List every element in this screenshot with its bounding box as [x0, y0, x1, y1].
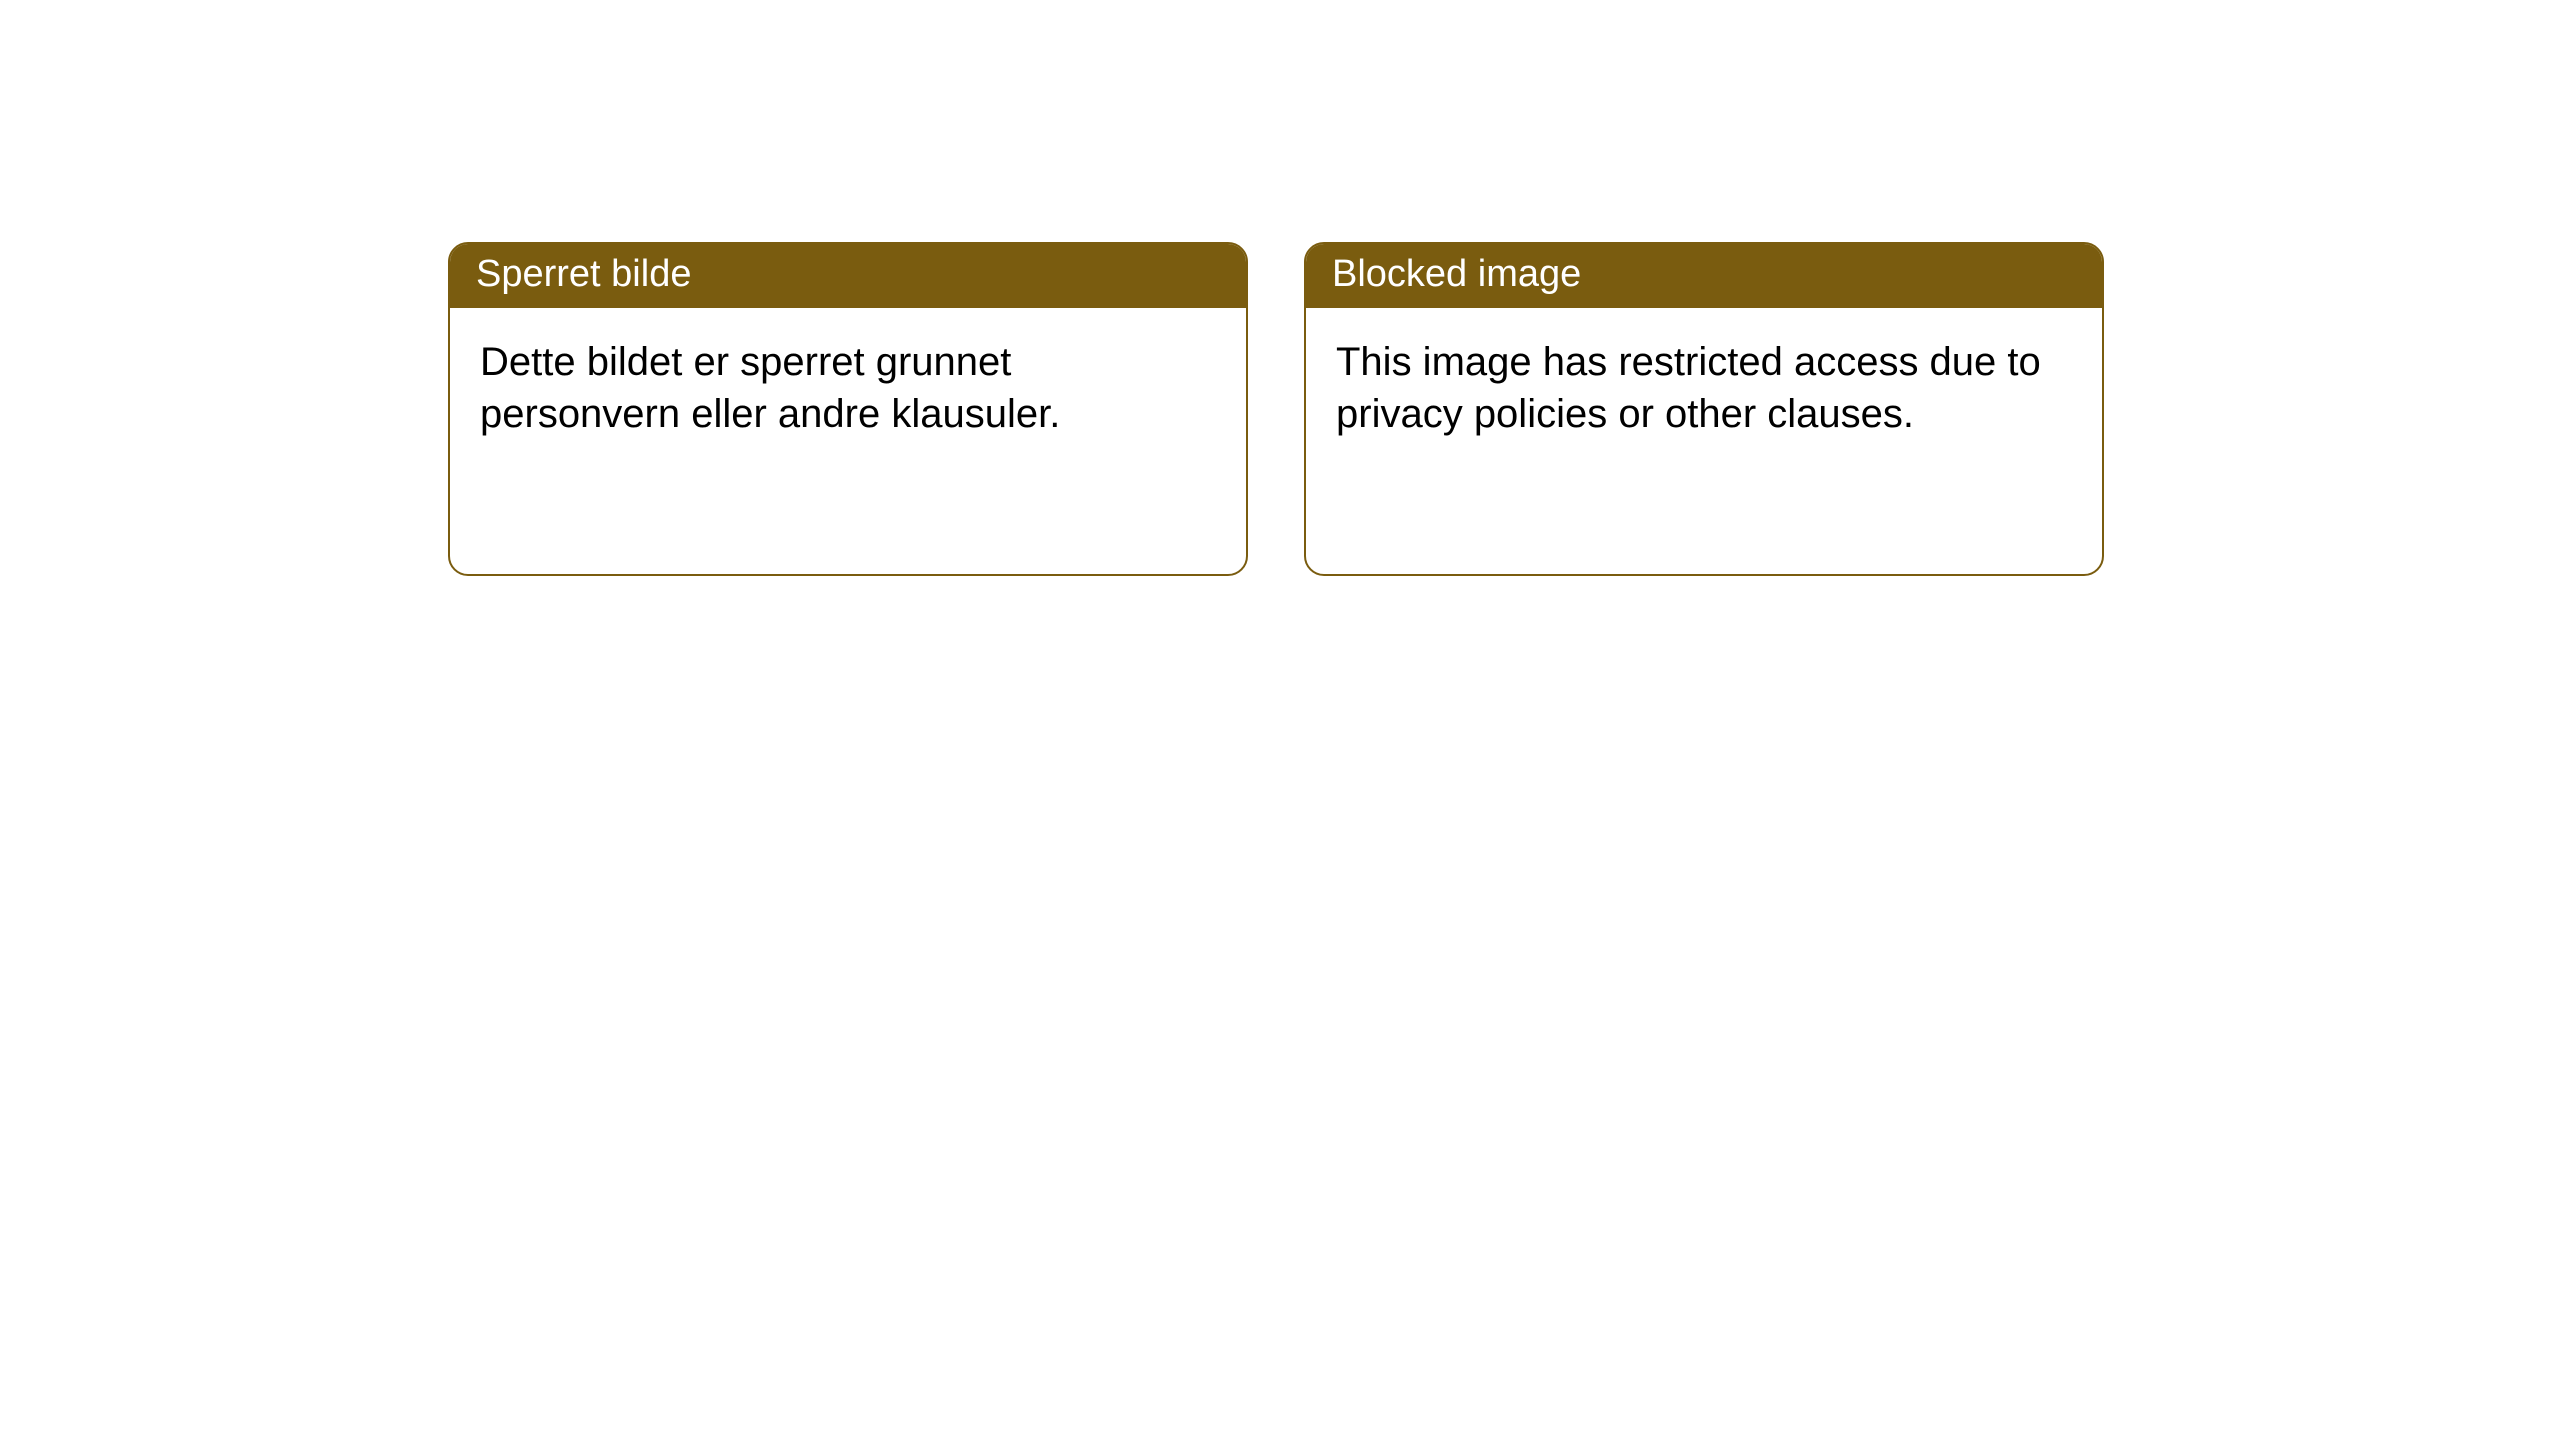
- card-body: Dette bildet er sperret grunnet personve…: [450, 308, 1246, 460]
- notice-card-row: Sperret bilde Dette bildet er sperret gr…: [0, 0, 2560, 576]
- blocked-image-card-no: Sperret bilde Dette bildet er sperret gr…: [448, 242, 1248, 576]
- blocked-image-card-en: Blocked image This image has restricted …: [1304, 242, 2104, 576]
- card-header: Sperret bilde: [450, 244, 1246, 308]
- card-body: This image has restricted access due to …: [1306, 308, 2102, 460]
- card-header: Blocked image: [1306, 244, 2102, 308]
